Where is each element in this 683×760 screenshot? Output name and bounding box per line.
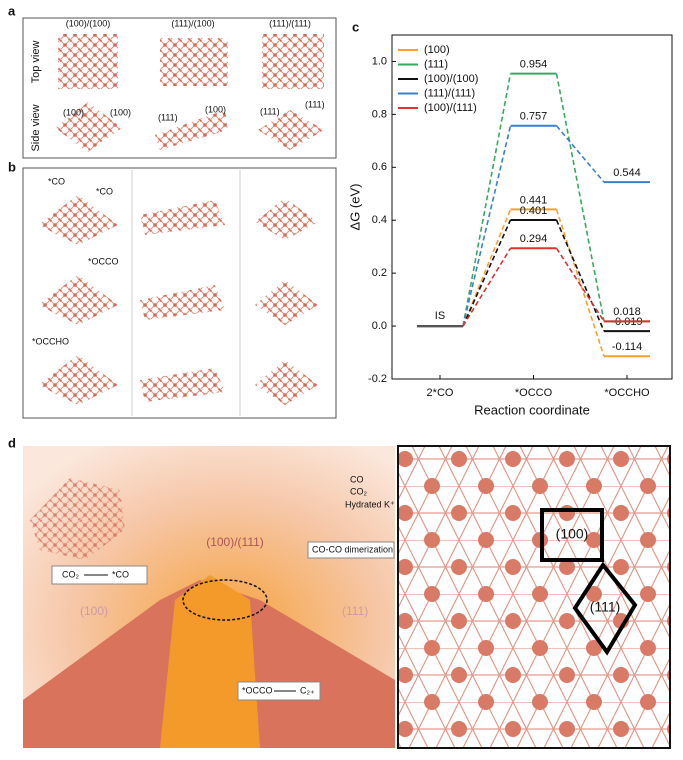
zoom-label: (100): [556, 526, 589, 542]
facet-label: (100): [205, 104, 226, 114]
facet-label: (100): [63, 107, 84, 117]
step-label: CO-CO dimerization: [312, 544, 393, 554]
y-tick-label: 0.8: [372, 108, 387, 120]
value-label: 0.401: [520, 205, 548, 217]
x-axis-label: Reaction coordinate: [474, 402, 590, 417]
panel-label: d: [8, 435, 16, 450]
panel-frame: [22, 167, 337, 419]
step-label: CO₂: [62, 569, 80, 579]
cell-111: [572, 561, 638, 656]
crystal: [58, 34, 118, 89]
facet-label: (111): [260, 106, 280, 116]
facet-label: (111): [158, 112, 178, 122]
panel-frame: [22, 17, 337, 159]
connector: [462, 125, 512, 327]
step-label: *OCCO: [242, 685, 273, 695]
legend-label: (111)/(111): [424, 87, 475, 99]
crystal: [258, 110, 324, 150]
value-label: 0.441: [520, 194, 548, 206]
row-label: Side view: [30, 104, 42, 151]
value-label: 0.294: [520, 233, 548, 245]
nanocrystal: [30, 478, 125, 560]
legend-label: Hydrated K⁺: [345, 499, 395, 509]
y-axis-label: ΔG (eV): [347, 184, 362, 231]
column-label: (111)/(111): [269, 18, 311, 28]
zoom-label: (111): [590, 599, 621, 615]
facet-label: (111): [342, 604, 368, 618]
y-tick-label: 0.0: [372, 320, 387, 332]
connector: [555, 219, 605, 332]
legend-label: (111): [424, 58, 448, 70]
cell-100: [540, 508, 604, 562]
legend-label: (100)/(100): [424, 73, 478, 85]
connector: [462, 247, 512, 327]
x-tick-label: *OCCO: [515, 387, 553, 399]
legend-label: (100)/(111): [424, 102, 477, 114]
adsorbate-label: *CO: [48, 176, 65, 186]
y-tick-label: 0.4: [372, 214, 387, 226]
value-label: 0.954: [520, 59, 548, 71]
panel-label: c: [352, 19, 359, 34]
panel-label: b: [8, 159, 16, 174]
surface-label: (100)/(111): [206, 535, 264, 549]
crystal: [155, 110, 228, 150]
crystal: [262, 34, 324, 89]
legend-label: (100): [424, 44, 450, 56]
value-label: 0.018: [613, 306, 641, 318]
step-box: [307, 541, 395, 559]
connector: [462, 219, 512, 327]
connector: [555, 247, 605, 322]
x-tick-label: *OCCHO: [604, 387, 650, 399]
chart: -0.2 0.0 0.2 0.4 0.6 0.8 1.0 2*CO *OCCO *OCCHO 0.4…: [368, 34, 673, 399]
crystal: [160, 38, 228, 86]
legend-label: CO: [350, 474, 364, 484]
structures: [38, 195, 318, 405]
facet-label: (100): [80, 604, 108, 618]
value-label: -0.114: [612, 341, 642, 353]
y-tick-label: 0.6: [372, 161, 387, 173]
x-tick-label: 2*CO: [427, 387, 454, 399]
y-tick-label: 0.2: [372, 267, 387, 279]
connector: [555, 125, 605, 183]
connector: [462, 73, 512, 327]
adsorbate-label: *CO: [96, 186, 113, 196]
step-label: *CO: [112, 569, 129, 579]
crystal: [55, 102, 122, 152]
legend-label: CO₂: [350, 486, 368, 496]
value-label: 0.544: [613, 167, 641, 179]
facet-label: (100): [110, 107, 131, 117]
column-label: (111)/(100): [171, 18, 214, 28]
adsorbate-label: *OCCO: [88, 256, 119, 266]
y-tick-label: 1.0: [372, 55, 387, 67]
step-label: C₂₊: [300, 685, 315, 695]
dimer-region: [182, 579, 268, 621]
y-tick-label: -0.2: [368, 373, 387, 385]
adsorbate-label: *OCCHO: [32, 336, 69, 346]
row-label: Top view: [30, 41, 42, 84]
connector: [555, 209, 605, 357]
ridge: [160, 575, 260, 748]
facet-label: (111): [305, 99, 325, 109]
annotation: IS: [435, 310, 445, 322]
connector: [555, 73, 605, 322]
zoom-view: [397, 445, 671, 749]
panel-label: a: [8, 3, 16, 18]
value-label: 0.757: [520, 111, 548, 123]
plot-frame: [391, 34, 673, 380]
column-label: (100)/(100): [66, 18, 111, 28]
